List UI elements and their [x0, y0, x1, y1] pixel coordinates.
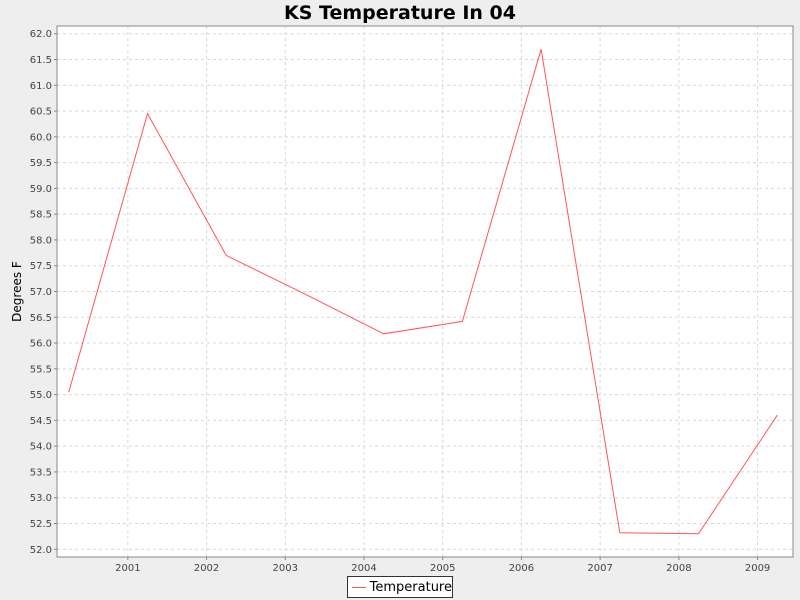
legend-swatch — [352, 586, 366, 588]
data-point — [697, 532, 700, 535]
x-tick-label: 2004 — [351, 563, 376, 574]
y-tick-label: 58.0 — [30, 235, 52, 246]
y-tick-label: 56.5 — [30, 313, 52, 324]
y-tick-label: 55.5 — [30, 364, 52, 375]
data-point — [146, 112, 149, 115]
y-axis-label: Degrees F — [10, 261, 24, 322]
data-point — [67, 391, 70, 394]
chart-title: KS Temperature In 04 — [284, 2, 516, 24]
data-point — [618, 531, 621, 534]
y-tick-label: 54.5 — [30, 416, 52, 427]
y-tick-label: 59.0 — [30, 184, 52, 195]
data-point — [382, 332, 385, 335]
x-tick-label: 2009 — [745, 563, 770, 574]
series-line-temperature — [68, 49, 778, 535]
y-tick-label: 55.0 — [30, 390, 52, 401]
y-tick-label: 61.5 — [30, 55, 52, 66]
y-tick-label: 52.0 — [30, 545, 52, 556]
plot-border — [56, 25, 794, 558]
y-tick-label: 58.5 — [30, 210, 52, 221]
data-point — [461, 320, 464, 323]
x-tick-label: 2008 — [666, 563, 691, 574]
legend-label: Temperature — [369, 579, 452, 595]
y-tick-label: 56.0 — [30, 339, 52, 350]
x-tick-label: 2003 — [273, 563, 298, 574]
y-tick-label: 60.0 — [30, 132, 52, 143]
x-tick-label: 2001 — [115, 563, 140, 574]
y-tick-label: 61.0 — [30, 81, 52, 92]
y-tick-label: 57.0 — [30, 287, 52, 298]
y-tick-label: 60.5 — [30, 107, 52, 118]
data-point — [303, 293, 306, 296]
data-point — [540, 48, 543, 51]
y-tick-label: 53.0 — [30, 493, 52, 504]
y-tick-label: 54.0 — [30, 442, 52, 453]
y-tick-label: 57.5 — [30, 261, 52, 272]
y-tick-label: 62.0 — [30, 29, 52, 40]
x-tick-label: 2006 — [509, 563, 534, 574]
x-tick-label: 2005 — [430, 563, 455, 574]
y-tick-label: 53.5 — [30, 467, 52, 478]
x-tick-label: 2007 — [587, 563, 612, 574]
y-tick-label: 59.5 — [30, 158, 52, 169]
data-point — [225, 254, 228, 257]
data-point — [776, 414, 779, 417]
x-tick-label: 2002 — [194, 563, 219, 574]
y-tick-label: 52.5 — [30, 519, 52, 530]
legend: Temperature — [347, 576, 453, 598]
